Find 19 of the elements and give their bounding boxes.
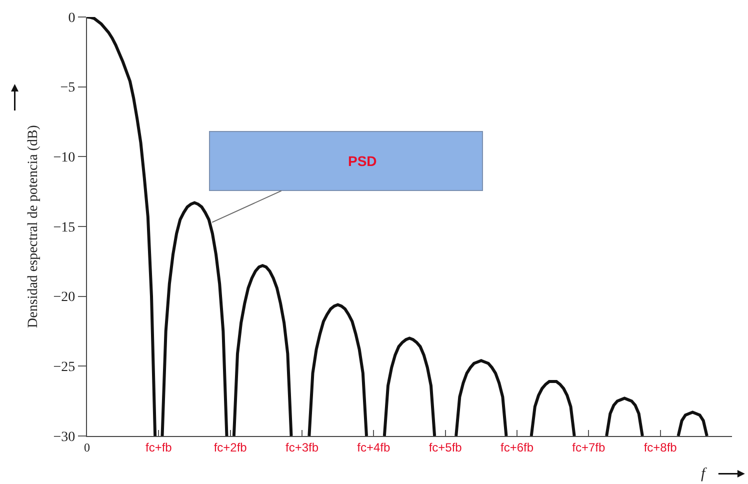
y-tick-label: −25: [53, 360, 76, 376]
y-tick-label: −10: [53, 150, 76, 166]
annotation: PSD: [348, 153, 377, 169]
y-tick-label: −30: [53, 430, 76, 445]
y-tick-label: 0: [68, 10, 76, 26]
y-axis-title: Densidad espectral de potencia (dB): [26, 124, 41, 328]
x-tick-label: fc+fb: [145, 440, 172, 454]
x-tick-label: fc+6fb: [500, 440, 534, 454]
x-tick-label: fc+4fb: [357, 440, 391, 454]
x-tick-label: fc+2fb: [214, 440, 248, 454]
x-tick-label: fc+7fb: [572, 440, 606, 454]
y-tick-label: −15: [53, 220, 76, 236]
y-tick-label: −5: [60, 80, 76, 96]
x-axis-title: f: [701, 466, 707, 482]
x-tick-label: fc+8fb: [644, 440, 678, 454]
x-tick-label: fc+5fb: [428, 440, 462, 454]
x-tick-label: 0: [84, 440, 90, 454]
x-tick-label: fc+3fb: [285, 440, 319, 454]
y-tick-label: −20: [53, 290, 76, 306]
